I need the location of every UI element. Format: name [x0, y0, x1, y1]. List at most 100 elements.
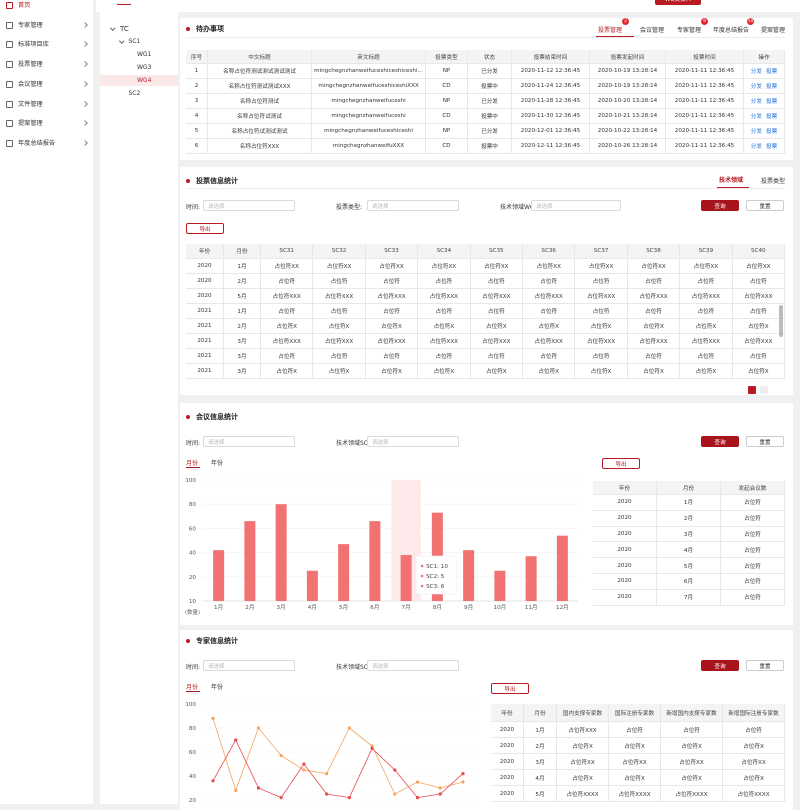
table-cell: 2020-11-28 12:36:45 — [512, 94, 590, 109]
table-cell: 占位符X — [523, 364, 576, 379]
table-cell: 2020 — [491, 786, 524, 802]
table-header: SC35 — [470, 244, 523, 259]
tab[interactable]: 月份 — [186, 460, 199, 467]
table-header: SC33 — [365, 244, 419, 259]
export-button[interactable]: 导出 — [602, 458, 640, 469]
table-cell: 占位符X — [313, 319, 366, 334]
table-cell: 占位符 — [732, 274, 785, 289]
table-cell: 占位符XX — [261, 259, 314, 274]
table-cell: 名称占位符测试测试测试测试 — [208, 64, 312, 79]
section-title: 投票信息统计 — [196, 177, 238, 185]
table-cell: 4 — [186, 109, 208, 124]
export-button[interactable]: 导出 — [186, 223, 224, 234]
table-cell: 占位符 — [470, 304, 523, 319]
table-cell: 占位符 — [313, 349, 366, 364]
filter-input[interactable]: 请选择 — [203, 436, 295, 447]
menu-item[interactable]: 年度总结报告 — [18, 139, 56, 147]
table-cell: 占位符X — [609, 738, 661, 754]
table-cell: 2020-10-26 13:28:14 — [590, 139, 666, 154]
table-header: SC40 — [732, 244, 785, 259]
action-link[interactable]: 分发 — [750, 114, 762, 120]
title-dot — [186, 27, 190, 31]
action-link[interactable]: 投票 — [766, 84, 778, 90]
table-cell: 占位符 — [313, 274, 366, 289]
action-link[interactable]: 分发 — [750, 99, 762, 105]
table-header: 状态 — [468, 50, 512, 64]
menu-item[interactable]: 提案管理 — [18, 120, 43, 128]
action-link[interactable]: 分发 — [750, 144, 762, 150]
table-header: 投票结束时间 — [512, 50, 590, 64]
action-cell: 分发 投票 — [744, 64, 785, 79]
table-cell: 占位符 — [721, 558, 785, 574]
vote-tab[interactable]: 投票类型 — [761, 178, 786, 185]
export-button[interactable]: 导出 — [491, 683, 529, 694]
table-cell: 已分发 — [468, 124, 512, 139]
action-link[interactable]: 分发 — [750, 69, 762, 75]
tree-selected — [100, 74, 178, 86]
todo-tab[interactable]: 专家管理 — [677, 27, 702, 34]
todo-tab[interactable]: 提案管理 — [761, 27, 786, 34]
table-cell: 占位符XXX — [523, 289, 576, 304]
tab[interactable]: 年份 — [211, 460, 224, 467]
action-link[interactable]: 投票 — [766, 69, 778, 75]
todo-tab[interactable]: 年度总结报告 — [713, 27, 750, 34]
tree-node[interactable]: WG1 — [137, 50, 152, 58]
action-link[interactable]: 投票 — [766, 99, 778, 105]
filter-input[interactable]: 请选择 — [203, 200, 295, 211]
menu-item[interactable]: 首页 — [18, 2, 31, 9]
table-cell: 占位符X — [575, 364, 628, 379]
action-cell: 分发 投票 — [744, 139, 785, 154]
table-cell: 2月 — [224, 319, 261, 334]
table-cell: 6 — [186, 139, 208, 154]
filter-input[interactable]: 请选择 — [367, 660, 459, 671]
filter-input[interactable]: 请选择 — [203, 660, 295, 671]
page-next[interactable] — [760, 386, 768, 394]
table-cell: 占位符X — [732, 319, 785, 334]
tree-node[interactable]: SC2 — [128, 89, 141, 97]
search-button[interactable]: 查询 — [701, 200, 739, 211]
search-button[interactable]: 查询 — [701, 436, 739, 447]
action-link[interactable]: 分发 — [750, 129, 762, 135]
reset-button[interactable]: 重置 — [746, 436, 784, 447]
table-cell: 占位符X — [627, 364, 681, 379]
menu-item[interactable]: 会议管理 — [18, 80, 43, 88]
filter-input[interactable]: 请选择 — [531, 200, 621, 211]
table-cell: 占位符XXX — [313, 289, 366, 304]
table-cell: 投票中 — [468, 109, 512, 124]
tab[interactable]: 年份 — [211, 684, 224, 691]
tree-node[interactable]: WG4 — [137, 76, 152, 84]
action-link[interactable]: 分发 — [750, 84, 762, 90]
table-cell: 2020 — [593, 495, 657, 511]
menu-item[interactable]: 文件管理 — [18, 100, 43, 108]
search-button[interactable]: 查询 — [701, 660, 739, 671]
filter-input[interactable]: 请选择 — [367, 200, 459, 211]
table-cell: 3月 — [657, 526, 721, 543]
table-cell: 占位符XXXX — [661, 786, 723, 802]
role-tag[interactable]: WG负责人 — [655, 0, 701, 5]
table-cell: 已分发 — [468, 94, 512, 109]
action-link[interactable]: 投票 — [766, 144, 778, 150]
menu-item[interactable]: 专家管理 — [18, 21, 43, 29]
table-cell: 占位符 — [680, 349, 733, 364]
page-prev[interactable] — [748, 386, 756, 394]
vote-tab[interactable]: 技术领域 — [719, 177, 744, 184]
action-link[interactable]: 投票 — [766, 129, 778, 135]
reset-button[interactable]: 重置 — [746, 200, 784, 211]
table-cell: 2020 — [593, 542, 657, 559]
filter-input[interactable]: 请选择 — [367, 436, 459, 447]
tree-node[interactable]: TC — [120, 25, 129, 33]
table-header: 月份 — [524, 704, 557, 722]
table-header: SC36 — [523, 244, 576, 259]
tab-badge: 10 — [747, 18, 754, 25]
reset-button[interactable]: 重置 — [746, 660, 784, 671]
tree-node[interactable]: WG3 — [137, 63, 152, 71]
todo-tab[interactable]: 投票管理 — [598, 27, 623, 34]
menu-item[interactable]: 标准项目库 — [18, 41, 49, 49]
tree-node[interactable]: SC1 — [128, 37, 141, 45]
menu-item[interactable]: 投票管理 — [18, 61, 43, 69]
table-cell: 占位符 — [313, 304, 366, 319]
table-header: 月份 — [224, 244, 261, 259]
tab[interactable]: 月份 — [186, 684, 199, 691]
action-link[interactable]: 投票 — [766, 114, 778, 120]
todo-tab[interactable]: 会议管理 — [640, 27, 665, 34]
